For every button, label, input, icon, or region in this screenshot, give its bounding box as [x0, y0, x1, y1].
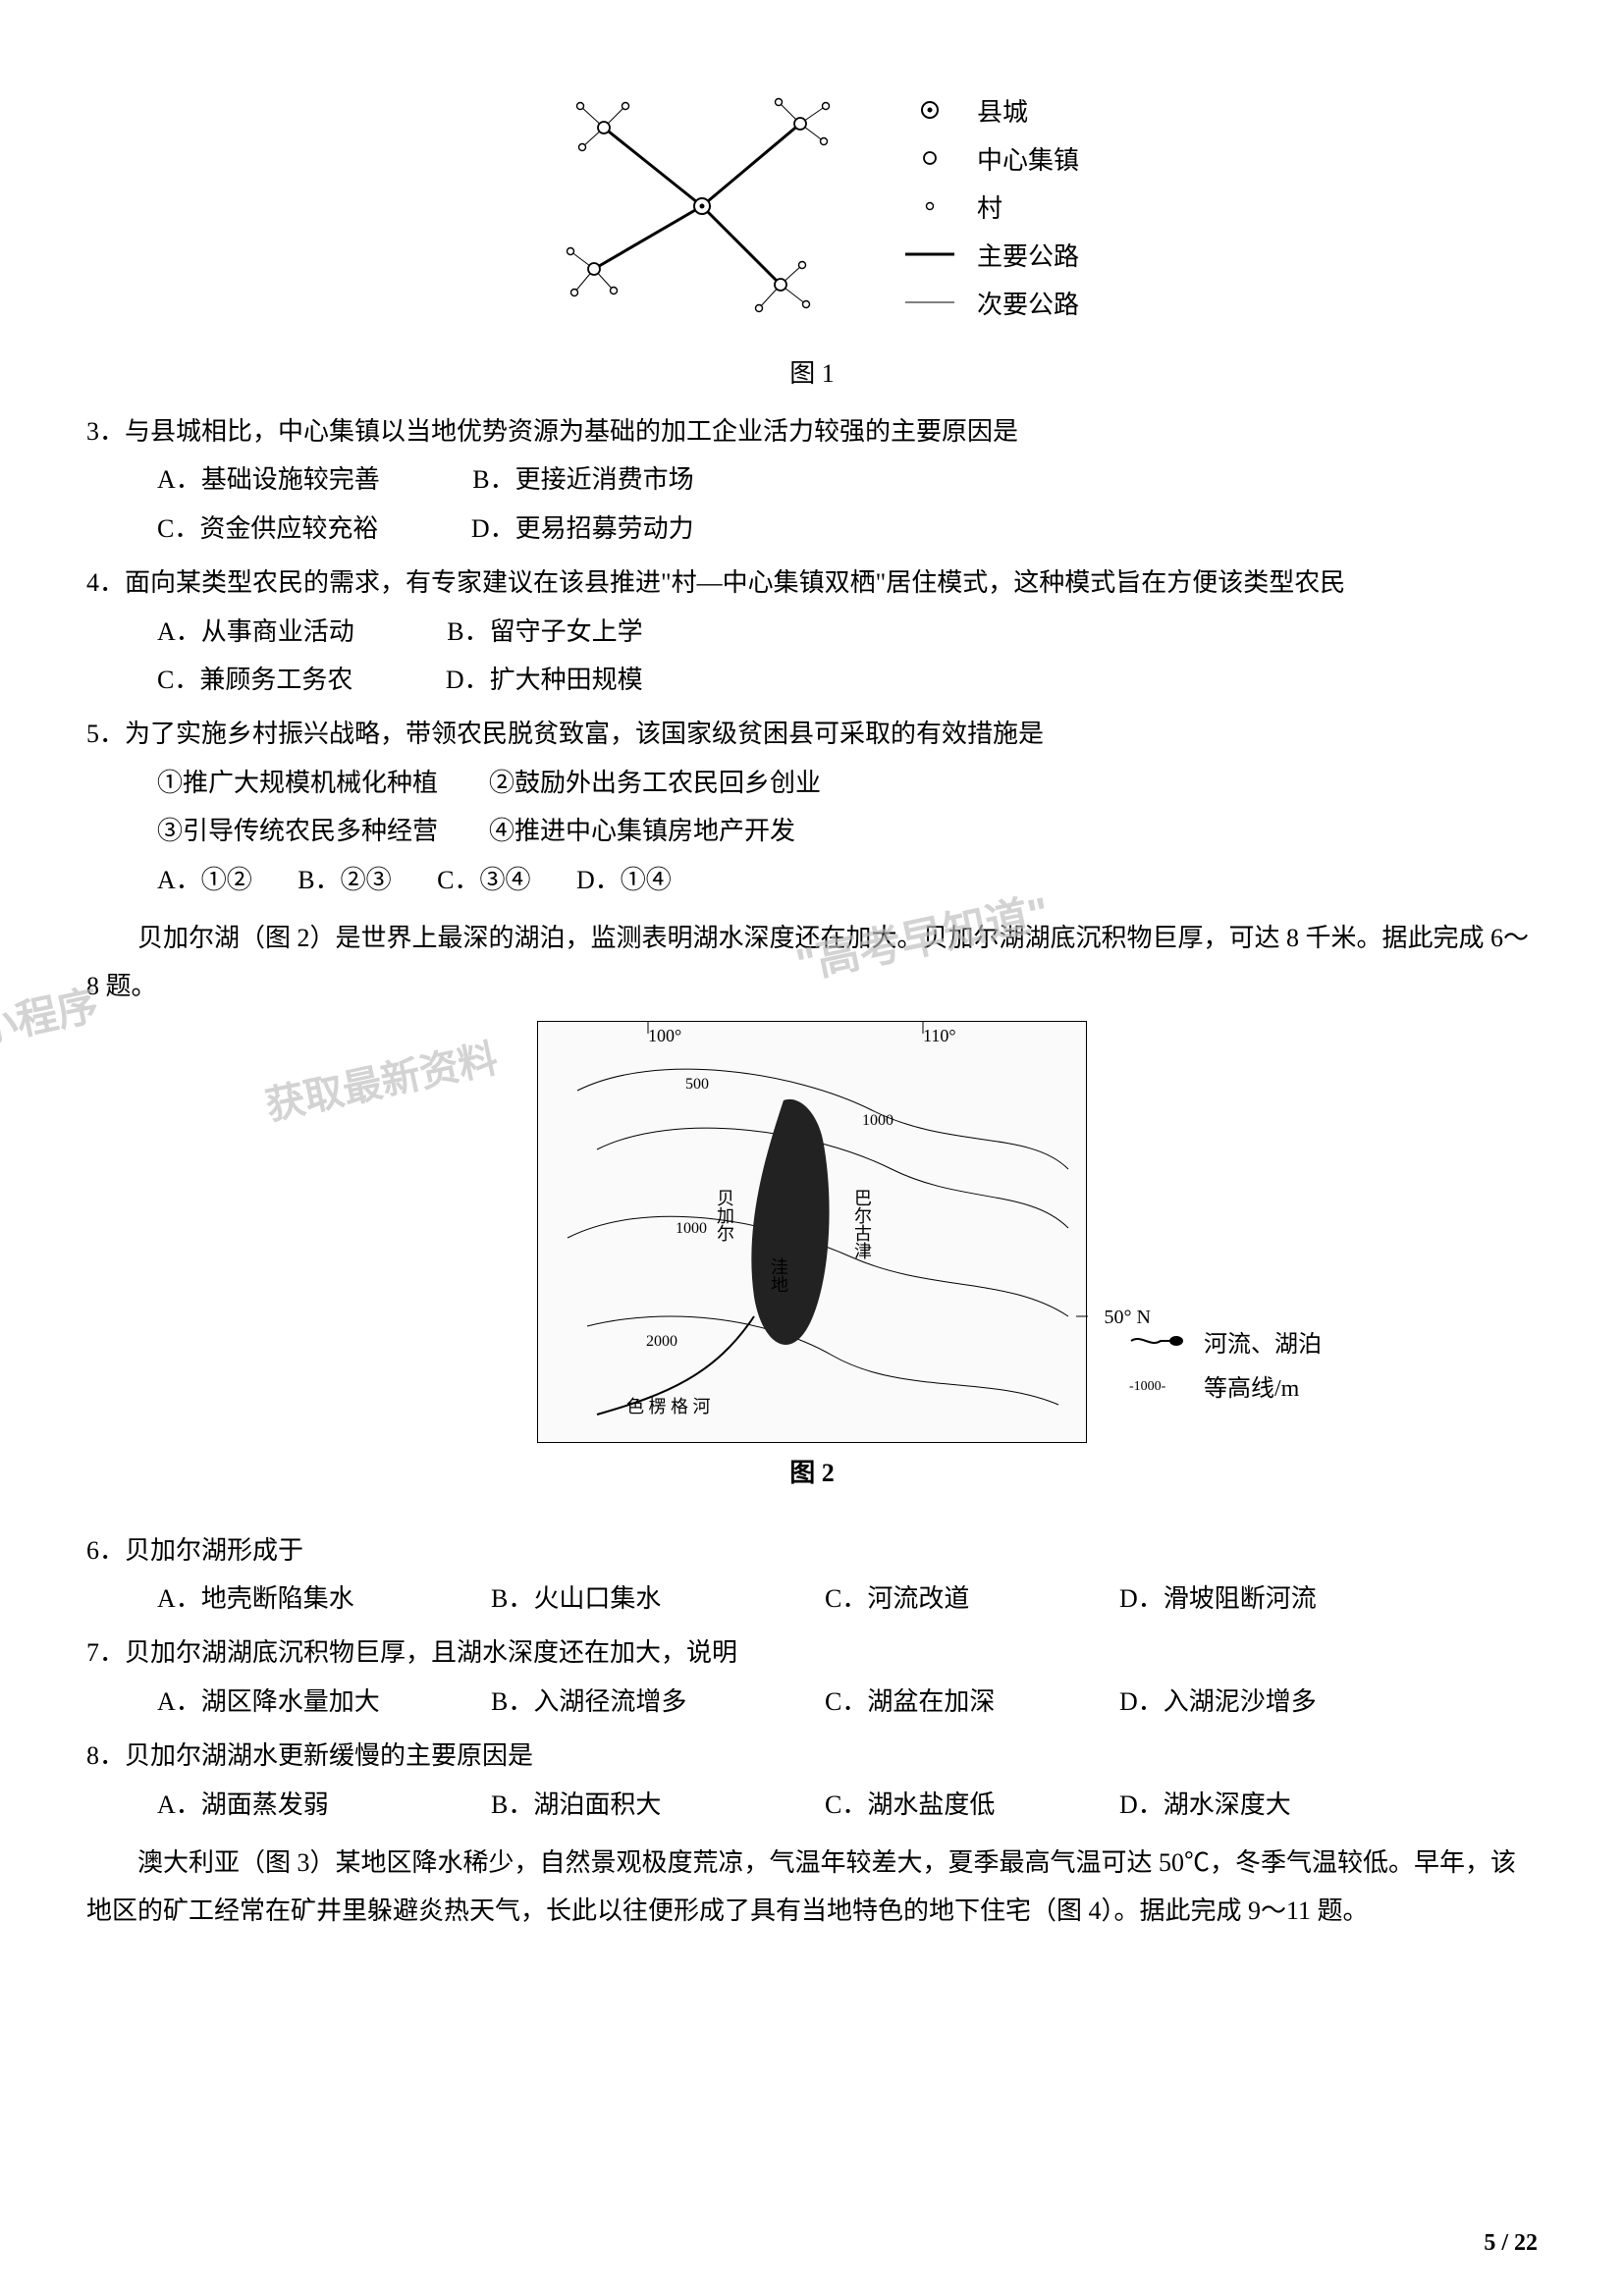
page-total: 22: [1514, 2230, 1538, 2256]
q6-stem: 6．贝加尔湖形成于: [86, 1526, 1538, 1575]
legend-center-town-label: 中心集镇: [977, 140, 1079, 177]
svg-text:贝加尔: 贝加尔: [715, 1189, 734, 1242]
q3-options-row2: C．资金供应较充裕 D．更易招募劳动力: [86, 505, 1538, 553]
q8-opt-c: C．湖水盐度低: [825, 1781, 1119, 1829]
q4-options-row1: A．从事商业活动 B．留守子女上学: [86, 608, 1538, 656]
q4-opt-b: B．留守子女上学: [447, 617, 642, 646]
q5-opt-d: D．①④: [576, 856, 672, 904]
page-current: 5: [1484, 2230, 1495, 2256]
q4-opt-a: A．从事商业活动: [157, 617, 354, 646]
q4-stem: 4．面向某类型农民的需求，有专家建议在该县推进"村—中心集镇双栖"居住模式，这种…: [86, 559, 1538, 607]
q3-opt-a: A．基础设施较完善: [157, 465, 380, 494]
center-town-symbol-icon: [898, 146, 961, 170]
q8-opt-a: A．湖面蒸发弱: [157, 1781, 491, 1829]
lon-right-label: 110°: [923, 1026, 956, 1045]
q5-stem: 5．为了实施乡村振兴战略，带领农民脱贫致富，该国家级贫困县可采取的有效措施是: [86, 710, 1538, 758]
question-4: 4．面向某类型农民的需求，有专家建议在该县推进"村—中心集镇双栖"居住模式，这种…: [86, 559, 1538, 704]
county-symbol-icon: [898, 98, 961, 122]
legend-minor-road: 次要公路: [898, 285, 1079, 321]
question-5: 5．为了实施乡村振兴战略，带领农民脱贫致富，该国家级贫困县可采取的有效措施是 ①…: [86, 710, 1538, 904]
q4-opt-c: C．兼顾务工务农: [157, 666, 352, 694]
question-3: 3．与县城相比，中心集镇以当地优势资源为基础的加工企业活力较强的主要原因是 A．…: [86, 407, 1538, 553]
q8-opt-b: B．湖泊面积大: [491, 1781, 825, 1829]
q6-options: A．地壳断陷集水 B．火山口集水 C．河流改道 D．滑坡阻断河流: [86, 1575, 1538, 1623]
legend-county: 县城: [898, 92, 1079, 129]
river-lake-symbol-icon: [1125, 1330, 1188, 1352]
q3-stem: 3．与县城相比，中心集镇以当地优势资源为基础的加工企业活力较强的主要原因是: [86, 407, 1538, 455]
q7-opt-b: B．入湖径流增多: [491, 1678, 825, 1726]
q5-line2: ③引导传统农民多种经营 ④推进中心集镇房地产开发: [86, 807, 1538, 855]
q5-options: A．①② B．②③ C．③④ D．①④: [86, 856, 1538, 904]
passage-9-11: 澳大利亚（图 3）某地区降水稀少，自然景观极度荒凉，气温年较差大，夏季最高气温可…: [86, 1839, 1538, 1936]
main-road-symbol-icon: [898, 249, 961, 259]
lake-shape-icon: [751, 1099, 829, 1345]
q8-options: A．湖面蒸发弱 B．湖泊面积大 C．湖水盐度低 D．湖水深度大: [86, 1781, 1538, 1829]
figure2-legend: 河流、湖泊 -1000- 等高线/m: [1125, 1324, 1322, 1403]
q8-opt-d: D．湖水深度大: [1119, 1781, 1414, 1829]
q5-opt-c: C．③④: [437, 856, 530, 904]
figure1-caption: 图 1: [86, 353, 1538, 390]
q6-opt-d: D．滑坡阻断河流: [1119, 1575, 1414, 1623]
legend-center-town: 中心集镇: [898, 140, 1079, 177]
svg-text:2000: 2000: [646, 1333, 677, 1350]
question-7: 7．贝加尔湖湖底沉积物巨厚，且湖水深度还在加大，说明 A．湖区降水量加大 B．入…: [86, 1629, 1538, 1726]
q5-line1: ①推广大规模机械化种植 ②鼓励外出务工农民回乡创业: [86, 759, 1538, 807]
q7-opt-c: C．湖盆在加深: [825, 1678, 1119, 1726]
figure1-wrap: 县城 中心集镇 村 主要公路: [545, 79, 1079, 334]
q6-opt-b: B．火山口集水: [491, 1575, 825, 1623]
q5-opt-a: A．①②: [157, 856, 252, 904]
figure1-diagram: [545, 79, 859, 334]
q8-stem: 8．贝加尔湖湖水更新缓慢的主要原因是: [86, 1732, 1538, 1780]
figure2-container: "高考早知道" 微信搜索小程序 获取最新资料 100° 110°: [86, 1021, 1538, 1507]
q4-opt-d: D．扩大种田规模: [446, 666, 643, 694]
legend-main-road-label: 主要公路: [977, 237, 1079, 273]
q6-opt-c: C．河流改道: [825, 1575, 1119, 1623]
q7-opt-a: A．湖区降水量加大: [157, 1678, 491, 1726]
page-footer: 5 / 22: [1484, 2230, 1538, 2257]
q5-opt-b: B．②③: [298, 856, 391, 904]
svg-text:色 楞 格 河: 色 楞 格 河: [626, 1397, 711, 1416]
svg-text:-1000-: -1000-: [1129, 1379, 1166, 1394]
page-sep: /: [1495, 2230, 1514, 2256]
svg-text:巴尔古津: 巴尔古津: [852, 1189, 872, 1259]
q3-opt-c: C．资金供应较充裕: [157, 514, 378, 543]
legend-county-label: 县城: [977, 92, 1028, 129]
legend-village: 村: [898, 188, 1079, 225]
legend-main-road: 主要公路: [898, 237, 1079, 273]
passage-6-8: 贝加尔湖（图 2）是世界上最深的湖泊，监测表明湖水深度还在加大。贝加尔湖湖底沉积…: [86, 914, 1538, 1011]
svg-text:1000: 1000: [676, 1220, 707, 1237]
svg-text:1000: 1000: [862, 1112, 893, 1129]
q7-opt-d: D．入湖泥沙增多: [1119, 1678, 1414, 1726]
watermark-3: 获取最新资料: [260, 1026, 503, 1131]
question-8: 8．贝加尔湖湖水更新缓慢的主要原因是 A．湖面蒸发弱 B．湖泊面积大 C．湖水盐…: [86, 1732, 1538, 1829]
figure2-map: 100° 110° 500 1000: [537, 1021, 1087, 1443]
legend-village-label: 村: [977, 188, 1002, 225]
q3-opt-d: D．更易招募劳动力: [471, 514, 694, 543]
minor-road-symbol-icon: [898, 297, 961, 307]
legend-minor-road-label: 次要公路: [977, 285, 1079, 321]
q4-options-row2: C．兼顾务工务农 D．扩大种田规模: [86, 656, 1538, 704]
lon-left-label: 100°: [648, 1026, 681, 1045]
figure2-legend-rivers: 河流、湖泊: [1204, 1324, 1322, 1359]
svg-text:500: 500: [685, 1076, 709, 1093]
figure2-svg: 100° 110° 500 1000: [538, 1022, 1088, 1444]
svg-text:洼地: 洼地: [769, 1257, 788, 1293]
q7-stem: 7．贝加尔湖湖底沉积物巨厚，且湖水深度还在加大，说明: [86, 1629, 1538, 1677]
question-6: 6．贝加尔湖形成于 A．地壳断陷集水 B．火山口集水 C．河流改道 D．滑坡阻断…: [86, 1526, 1538, 1624]
figure1-legend: 县城 中心集镇 村 主要公路: [898, 92, 1079, 321]
village-symbol-icon: [898, 194, 961, 218]
q6-opt-a: A．地壳断陷集水: [157, 1575, 491, 1623]
figure2-legend-contour: 等高线/m: [1204, 1368, 1299, 1403]
q3-opt-b: B．更接近消费市场: [472, 465, 693, 494]
figure2-caption: 图 2: [789, 1453, 835, 1489]
figure1-container: 县城 中心集镇 村 主要公路: [86, 79, 1538, 334]
contour-symbol-icon: -1000-: [1125, 1374, 1188, 1396]
q3-options-row1: A．基础设施较完善 B．更接近消费市场: [86, 455, 1538, 504]
q7-options: A．湖区降水量加大 B．入湖径流增多 C．湖盆在加深 D．入湖泥沙增多: [86, 1678, 1538, 1726]
